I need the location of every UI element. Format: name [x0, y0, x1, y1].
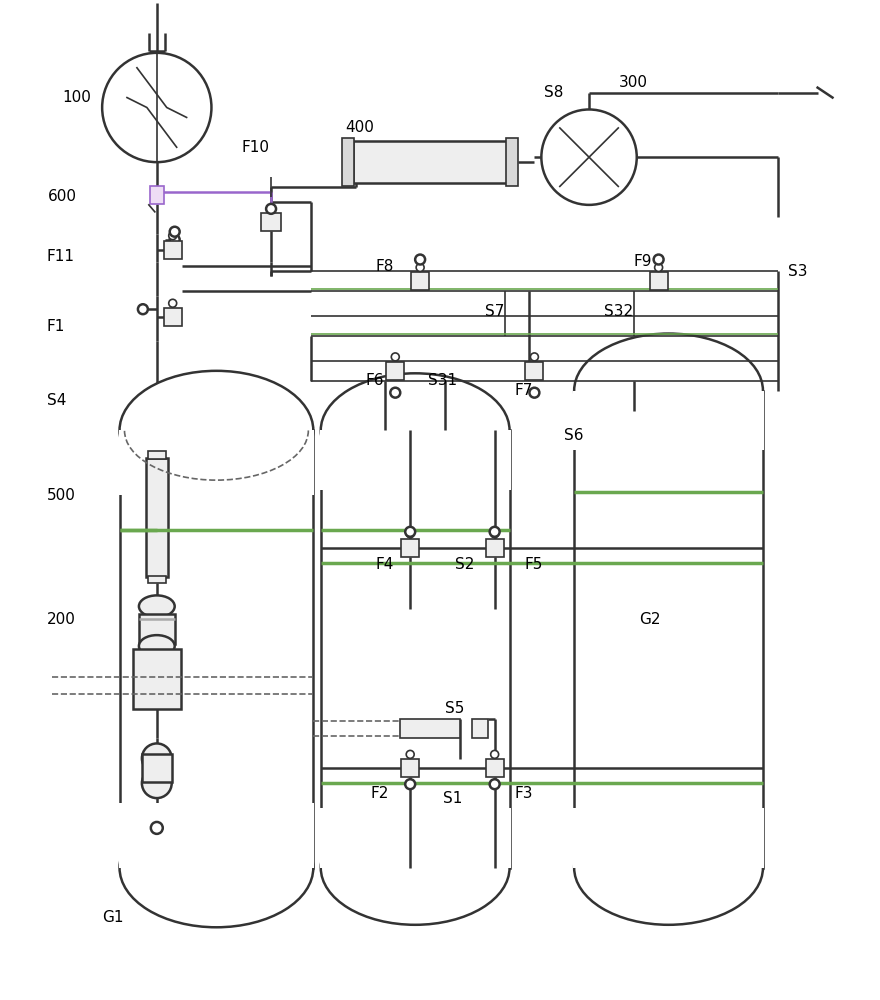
Ellipse shape — [574, 334, 763, 448]
Ellipse shape — [120, 371, 313, 490]
Bar — [139, 614, 175, 644]
Text: F3: F3 — [515, 786, 533, 801]
Text: S31: S31 — [428, 373, 458, 388]
Text: S2: S2 — [455, 557, 474, 572]
Circle shape — [654, 255, 664, 264]
Bar — [120, 430, 313, 868]
Bar — [319, 430, 510, 490]
Text: F6: F6 — [365, 373, 384, 388]
Circle shape — [489, 779, 500, 789]
Text: S4: S4 — [47, 393, 66, 408]
Bar — [342, 138, 354, 186]
Bar — [261, 213, 281, 231]
Bar — [649, 272, 668, 290]
Bar — [164, 308, 181, 326]
Text: F8: F8 — [376, 259, 393, 274]
Text: 600: 600 — [48, 189, 77, 204]
Bar — [119, 430, 314, 495]
Text: S32: S32 — [604, 304, 633, 319]
Circle shape — [416, 264, 424, 271]
Bar — [472, 719, 488, 738]
Bar — [150, 186, 164, 204]
Bar — [401, 539, 419, 557]
Text: S3: S3 — [788, 264, 807, 279]
Bar — [400, 719, 460, 738]
Bar — [353, 141, 507, 183]
Bar — [525, 362, 543, 380]
Text: S5: S5 — [445, 701, 465, 716]
Bar — [486, 759, 503, 777]
Bar — [486, 539, 503, 557]
Ellipse shape — [139, 595, 175, 617]
Text: S7: S7 — [485, 304, 504, 319]
Text: F5: F5 — [524, 557, 543, 572]
Circle shape — [169, 299, 177, 307]
Ellipse shape — [139, 635, 175, 657]
Circle shape — [150, 822, 163, 834]
Ellipse shape — [320, 373, 510, 488]
Bar — [573, 808, 764, 868]
Ellipse shape — [120, 808, 313, 927]
Bar — [142, 754, 172, 782]
Circle shape — [489, 527, 500, 537]
Text: F11: F11 — [47, 249, 75, 264]
Ellipse shape — [574, 811, 763, 925]
Bar — [401, 759, 419, 777]
Bar — [148, 576, 165, 583]
Circle shape — [266, 204, 276, 214]
Text: F2: F2 — [370, 786, 389, 801]
Circle shape — [655, 264, 663, 271]
Text: 200: 200 — [47, 612, 76, 627]
Text: F10: F10 — [241, 140, 269, 155]
Bar — [320, 430, 510, 868]
Bar — [386, 362, 404, 380]
Circle shape — [170, 235, 180, 245]
Circle shape — [541, 109, 637, 205]
Circle shape — [138, 304, 148, 314]
Bar — [119, 803, 314, 868]
Bar — [146, 458, 168, 577]
Text: S1: S1 — [443, 791, 462, 806]
Circle shape — [491, 750, 499, 758]
Circle shape — [169, 232, 177, 240]
Text: F4: F4 — [376, 557, 393, 572]
Circle shape — [391, 388, 400, 398]
Circle shape — [405, 527, 415, 537]
Text: G2: G2 — [639, 612, 660, 627]
Ellipse shape — [142, 743, 172, 773]
Circle shape — [530, 388, 539, 398]
Circle shape — [415, 255, 425, 264]
Text: F9: F9 — [634, 254, 652, 269]
Bar — [148, 451, 165, 459]
Bar — [573, 391, 764, 450]
Bar — [133, 649, 180, 709]
Circle shape — [407, 530, 414, 538]
Circle shape — [102, 53, 211, 162]
Bar — [164, 241, 181, 259]
Circle shape — [170, 227, 180, 237]
Ellipse shape — [320, 811, 510, 925]
Text: F1: F1 — [47, 319, 65, 334]
Circle shape — [407, 750, 414, 758]
Text: G1: G1 — [102, 910, 124, 925]
Circle shape — [392, 353, 400, 361]
Bar — [574, 391, 763, 868]
Circle shape — [491, 530, 499, 538]
Text: F7: F7 — [515, 383, 533, 398]
Circle shape — [405, 779, 415, 789]
Text: S8: S8 — [545, 85, 564, 100]
Bar — [506, 138, 518, 186]
Ellipse shape — [142, 768, 172, 798]
Bar — [319, 808, 510, 868]
Text: 100: 100 — [62, 90, 92, 105]
Bar — [411, 272, 429, 290]
Text: 400: 400 — [346, 120, 375, 135]
Text: 500: 500 — [47, 488, 76, 503]
Circle shape — [531, 353, 539, 361]
Text: 300: 300 — [619, 75, 648, 90]
Text: S6: S6 — [564, 428, 583, 443]
